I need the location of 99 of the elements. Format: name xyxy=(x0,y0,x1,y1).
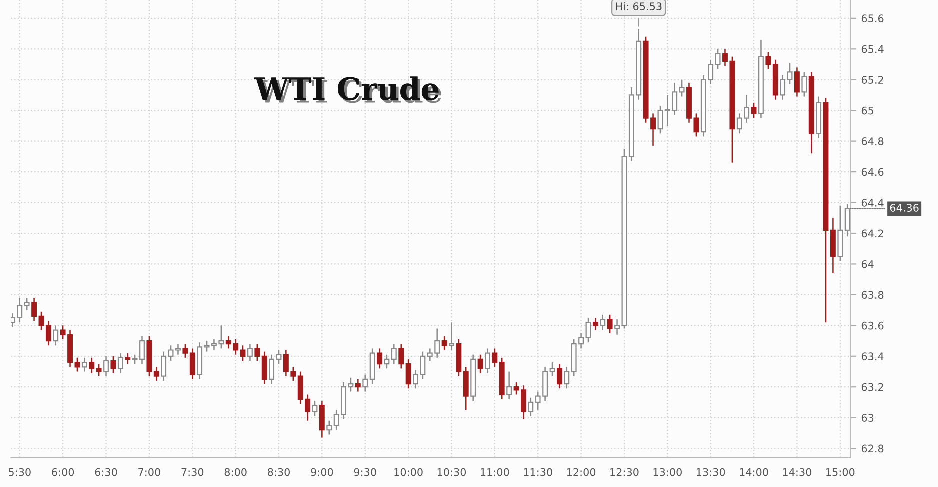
candlestick xyxy=(377,348,382,370)
candlestick xyxy=(766,52,772,70)
x-tick-label: 11:30 xyxy=(524,468,552,476)
x-tick-label: 6:00 xyxy=(52,468,74,476)
candlestick xyxy=(600,314,606,331)
candlestick xyxy=(751,102,757,119)
candlestick xyxy=(478,354,484,374)
y-tick-label: 64.8 xyxy=(862,138,884,146)
x-tick-label: 14:30 xyxy=(783,468,812,476)
candlestick xyxy=(802,72,808,98)
x-tick-label: 12:30 xyxy=(610,468,639,476)
candlestick xyxy=(190,348,196,380)
y-tick-label: 64.4 xyxy=(862,199,884,207)
candlestick xyxy=(24,297,30,311)
text: WTI Crude xyxy=(254,76,442,104)
candlestick xyxy=(32,297,38,322)
candlestick xyxy=(564,366,570,390)
y-tick-label: 62.8 xyxy=(862,444,884,453)
candlestick xyxy=(506,371,512,400)
x-tick-label: 11:00 xyxy=(481,468,510,476)
candlestick xyxy=(104,356,109,377)
candlestick xyxy=(204,340,210,352)
candlestick xyxy=(348,377,354,392)
candlestick xyxy=(89,357,95,374)
x-tick-label: 5:30 xyxy=(9,468,31,476)
candlestick xyxy=(384,354,390,370)
y-tick-label: 63.8 xyxy=(862,291,884,300)
x-tick-label: 7:00 xyxy=(138,468,160,476)
candlestick xyxy=(82,357,88,372)
y-tick-label: 65 xyxy=(862,106,874,115)
y-tick-label: 63.2 xyxy=(862,383,884,392)
x-tick-label: 6:30 xyxy=(95,468,118,476)
candlestick xyxy=(679,79,685,98)
candlestick xyxy=(607,314,613,334)
x-tick-label: 9:30 xyxy=(354,468,376,476)
candlestick xyxy=(391,343,397,365)
candlestick xyxy=(46,320,52,346)
y-tick-label: 64.2 xyxy=(862,230,884,238)
candlestick xyxy=(269,354,275,385)
candlestick xyxy=(787,62,793,86)
candlestick xyxy=(514,382,520,396)
x-tick-label: 8:00 xyxy=(224,468,247,476)
candlestick xyxy=(780,74,786,100)
x-tick-label: 15:00 xyxy=(826,468,855,476)
candlestick xyxy=(449,322,454,351)
y-tick-label: 65.6 xyxy=(862,14,884,23)
candlestick xyxy=(362,374,368,392)
candlestick xyxy=(240,345,246,362)
candlestick xyxy=(406,358,412,390)
x-tick-label: 9:00 xyxy=(311,468,334,476)
candlestick xyxy=(614,318,620,336)
candlestick xyxy=(110,356,116,374)
candlestick xyxy=(262,351,268,385)
candlestick xyxy=(53,325,59,346)
candlestick xyxy=(521,384,526,420)
candlestick xyxy=(355,378,361,392)
y-tick-label: 63.4 xyxy=(862,352,884,360)
candlestick xyxy=(312,400,318,417)
candlestick xyxy=(586,317,592,344)
candlestick xyxy=(118,352,124,374)
annotation: Hi: 65.53 xyxy=(616,2,662,10)
candlestick xyxy=(715,48,721,70)
x-tick-label: 14:00 xyxy=(740,468,768,476)
y-tick-label: 65.4 xyxy=(862,45,884,54)
candlestick xyxy=(658,105,664,134)
candlestick xyxy=(592,317,598,331)
annotation: 64.36 xyxy=(890,204,919,212)
x-tick-label: 13:00 xyxy=(654,468,682,476)
candlestick xyxy=(96,363,102,377)
x-tick-label: 10:30 xyxy=(438,468,466,476)
x-tick-label: 13:30 xyxy=(696,468,726,476)
candlestick xyxy=(154,366,160,382)
candlestick xyxy=(276,350,282,365)
candlestick xyxy=(550,362,556,377)
candlestick xyxy=(485,348,490,374)
candlestick xyxy=(248,343,253,362)
candlestick xyxy=(182,343,188,359)
x-tick-label: 8:30 xyxy=(268,468,290,476)
candlestick xyxy=(326,420,332,436)
y-tick-label: 63.6 xyxy=(862,322,884,330)
candlestick xyxy=(844,204,850,238)
x-tick-label: 7:30 xyxy=(182,468,204,476)
candlestick xyxy=(492,348,498,368)
x-tick-label: 10:00 xyxy=(394,468,423,476)
y-tick-label: 63 xyxy=(862,414,874,422)
candlestick xyxy=(74,357,80,372)
candlestick xyxy=(161,351,167,382)
candlestick xyxy=(125,352,131,365)
candlestick xyxy=(528,397,534,417)
candlestick xyxy=(442,336,448,351)
candlestick xyxy=(398,343,404,370)
candlestick xyxy=(794,66,800,98)
candlestick xyxy=(38,311,44,331)
candlestick xyxy=(254,343,260,362)
y-tick-label: 65.2 xyxy=(862,76,884,84)
y-tick-label: 64 xyxy=(862,260,874,268)
candlestick xyxy=(556,363,562,390)
y-tick-label: 64.6 xyxy=(862,168,884,176)
x-tick-label: 12:00 xyxy=(567,468,596,476)
